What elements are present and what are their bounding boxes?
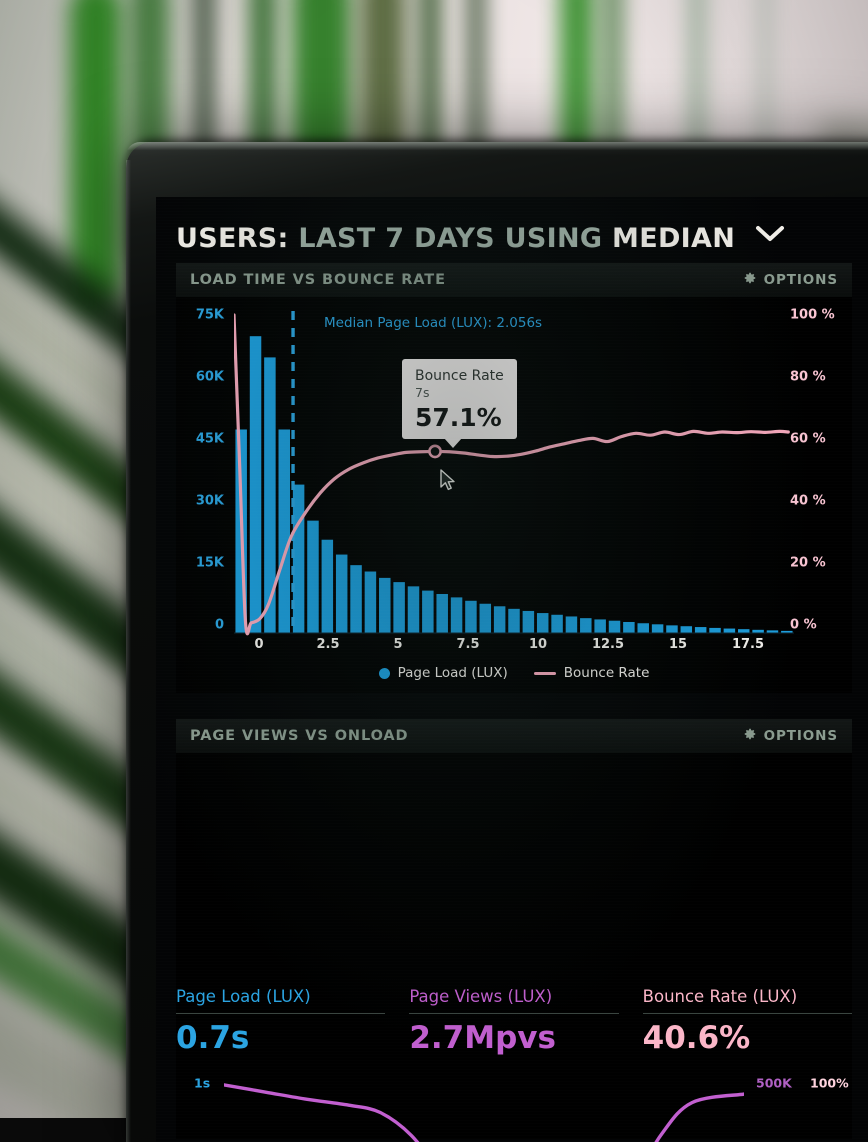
- mouse-cursor: [440, 469, 458, 493]
- panel2-title: PAGE VIEWS VS ONLOAD: [190, 728, 408, 744]
- panel2-options-label: OPTIONS: [764, 728, 838, 744]
- x-axis-tick-label: 12.5: [592, 637, 624, 652]
- divider: [643, 1013, 852, 1014]
- y2-axis-tick-label: 20 %: [790, 556, 826, 571]
- bezel-left-edge: [126, 160, 131, 1142]
- metric-cards: Page Load (LUX) 0.7s Page Views (LUX) 2.…: [176, 987, 852, 1056]
- metric-label: Page Views (LUX): [409, 987, 618, 1006]
- tooltip-subtitle: 7s: [415, 385, 504, 400]
- metric-value: 2.7Mpvs: [409, 1020, 618, 1056]
- x-axis-tick-label: 17.5: [732, 637, 764, 652]
- legend-item-bounce-rate[interactable]: Bounce Rate: [534, 665, 650, 681]
- metric-label: Bounce Rate (LUX): [643, 987, 852, 1006]
- y-axis-tick-label: 45K: [176, 432, 224, 447]
- y-axis-tick-label: 75K: [176, 308, 224, 323]
- panel1-options-label: OPTIONS: [764, 272, 838, 288]
- panel1-title: LOAD TIME VS BOUNCE RATE: [190, 272, 446, 288]
- x-axis-tick-label: 5: [393, 637, 402, 652]
- metric-card-page-views[interactable]: Page Views (LUX) 2.7Mpvs: [409, 987, 618, 1056]
- chart-page-views-vs-onload: 1s 0.8s 0.6s 0.4s 500K 400K 300K 200K 10…: [176, 1069, 852, 1142]
- chart-tooltip: Bounce Rate 7s 57.1%: [402, 359, 517, 439]
- tooltip-title: Bounce Rate: [415, 368, 504, 384]
- y-axis-tick-label: 15K: [176, 556, 224, 571]
- divider: [409, 1013, 618, 1014]
- legend-item-page-load[interactable]: Page Load (LUX): [379, 665, 508, 681]
- title-prefix: USERS:: [176, 223, 289, 254]
- x-axis-tick-label: 0: [254, 637, 263, 652]
- legend-label: Page Load (LUX): [398, 665, 508, 681]
- tooltip-value: 57.1%: [415, 403, 504, 432]
- mini-y3-tick-label: 100%: [810, 1076, 849, 1091]
- x-axis-tick-label: 7.5: [456, 637, 479, 652]
- y-axis-tick-label: 60K: [176, 370, 224, 385]
- mini-y2-tick-label: 500K: [756, 1076, 792, 1091]
- panel2-options-button[interactable]: OPTIONS: [743, 727, 838, 745]
- chevron-down-icon[interactable]: [755, 219, 785, 250]
- y2-axis-tick-label: 100 %: [790, 308, 835, 323]
- gear-icon: [743, 271, 757, 289]
- panel1-header: LOAD TIME VS BOUNCE RATE OPTIONS: [176, 263, 852, 297]
- page-title: USERS: LAST 7 DAYS USING MEDIAN: [176, 219, 785, 254]
- panel-load-time-vs-bounce-rate: LOAD TIME VS BOUNCE RATE OPTIONS 75K 60K…: [176, 263, 852, 693]
- bezel-glare: [126, 142, 868, 156]
- median-annotation-label: Median Page Load (LUX): 2.056s: [324, 315, 542, 331]
- x-axis-tick-label: 10: [529, 637, 547, 652]
- legend-dot-icon: [379, 668, 390, 679]
- title-using: USING: [505, 223, 603, 254]
- title-metric: MEDIAN: [612, 223, 735, 254]
- legend-line-icon: [534, 672, 556, 675]
- metric-value: 40.6%: [643, 1020, 852, 1056]
- title-range: LAST 7 DAYS: [298, 223, 495, 254]
- y2-axis-tick-label: 40 %: [790, 494, 826, 509]
- mini-y-tick-label: 1s: [194, 1076, 210, 1091]
- x-axis-tick-label: 2.5: [316, 637, 339, 652]
- metric-label: Page Load (LUX): [176, 987, 385, 1006]
- chart-load-time-vs-bounce-rate: 75K 60K 45K 30K 15K 0 100 % 80 % 60 % 40…: [176, 297, 852, 693]
- panel1-options-button[interactable]: OPTIONS: [743, 271, 838, 289]
- y2-axis-tick-label: 60 %: [790, 432, 826, 447]
- y-axis-tick-label: 0: [176, 618, 224, 633]
- chart2-canvas: [224, 1069, 744, 1142]
- divider: [176, 1013, 385, 1014]
- metric-card-page-load[interactable]: Page Load (LUX) 0.7s: [176, 987, 385, 1056]
- x-axis-tick-label: 15: [669, 637, 687, 652]
- legend-label: Bounce Rate: [564, 665, 650, 681]
- y-axis-tick-label: 30K: [176, 494, 224, 509]
- laptop-screen: USERS: LAST 7 DAYS USING MEDIAN LOAD TIM…: [156, 197, 868, 1142]
- panel2-header: PAGE VIEWS VS ONLOAD OPTIONS: [176, 719, 852, 753]
- gear-icon: [743, 727, 757, 745]
- tooltip-tail: [444, 438, 462, 448]
- chart1-legend: Page Load (LUX) Bounce Rate: [176, 665, 852, 681]
- y2-axis-tick-label: 80 %: [790, 370, 826, 385]
- metric-card-bounce-rate[interactable]: Bounce Rate (LUX) 40.6%: [643, 987, 852, 1056]
- metric-value: 0.7s: [176, 1020, 385, 1056]
